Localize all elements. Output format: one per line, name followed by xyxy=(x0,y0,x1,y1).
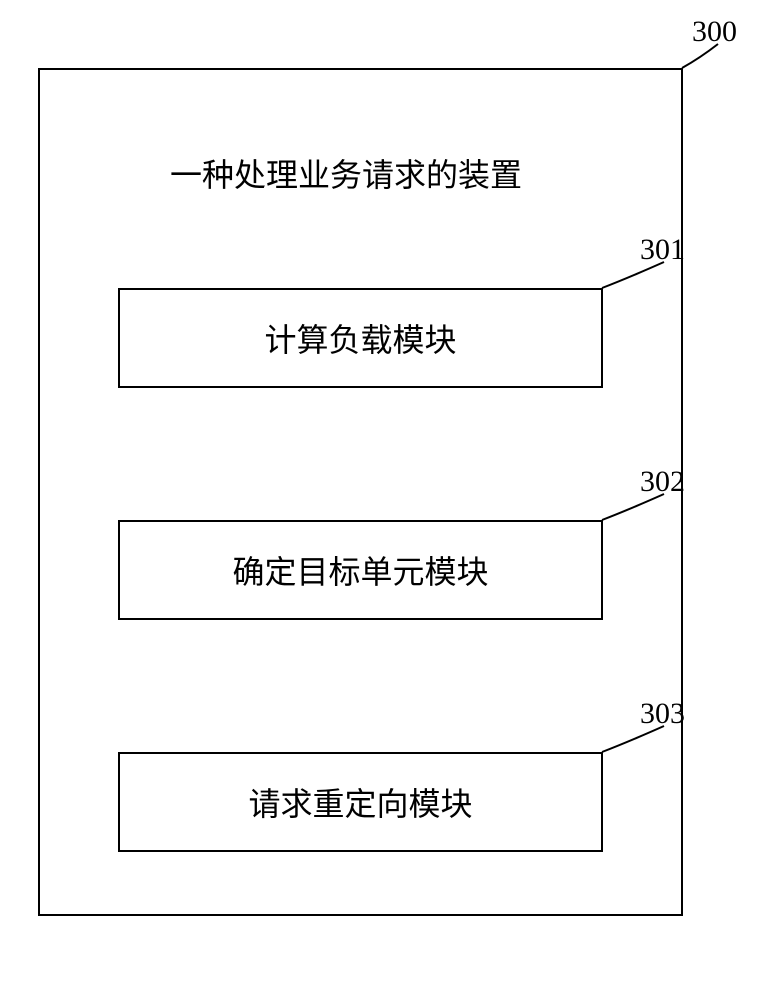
module-leader-line xyxy=(0,0,783,1000)
diagram-canvas: 一种处理业务请求的装置 300 计算负载模块301确定目标单元模块302请求重定… xyxy=(0,0,783,1000)
